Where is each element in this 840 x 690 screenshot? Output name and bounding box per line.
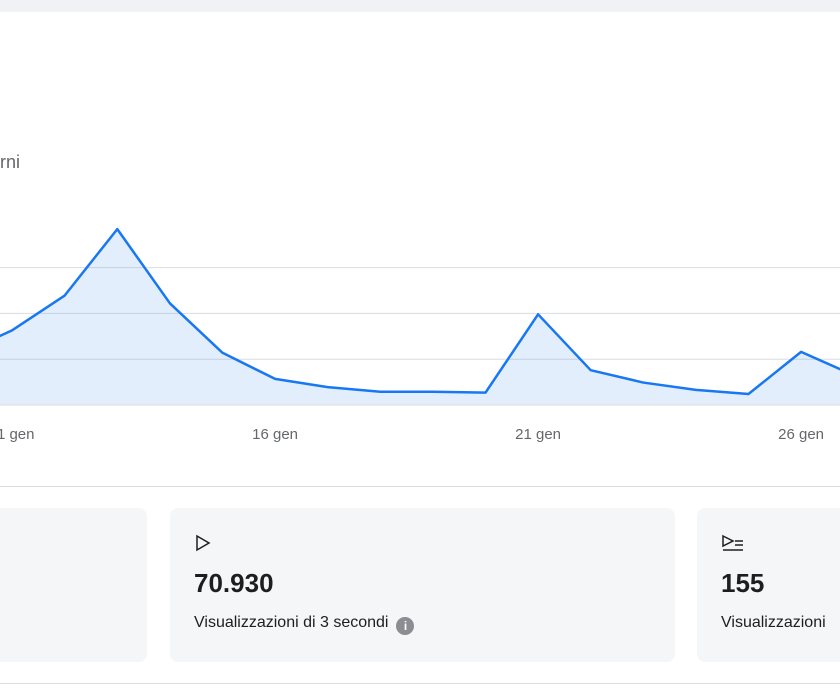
insights-panel: rni 11 gen 16 gen 21 gen 26 gen 70.930 Visu… xyxy=(0,12,840,690)
chart: rni 11 gen 16 gen 21 gen 26 gen xyxy=(0,152,840,443)
plot xyxy=(0,227,840,405)
divider xyxy=(0,486,840,487)
area-line xyxy=(0,227,840,396)
play-list-icon xyxy=(722,534,743,551)
area-fill xyxy=(0,229,840,405)
metric-card: 70.930 Visualizzazioni di 3 secondi i xyxy=(170,508,675,662)
metric-label: Visualizzazioni xyxy=(721,614,826,631)
play-icon xyxy=(196,534,211,552)
x-tick-label: 11 gen xyxy=(0,426,34,443)
metric-value: 155 xyxy=(721,568,765,598)
metric-card xyxy=(0,508,147,662)
metric-card: 155 Visualizzazioni xyxy=(697,508,840,662)
divider xyxy=(0,683,840,684)
metric-value: 70.930 xyxy=(194,568,274,598)
chart-subtitle: rni xyxy=(0,152,20,172)
info-icon[interactable]: i xyxy=(396,617,415,635)
metric-label-text: Visualizzazioni di 3 secondi xyxy=(194,614,389,631)
x-tick-label: 26 gen xyxy=(778,426,824,443)
x-tick-label: 16 gen xyxy=(252,426,298,443)
metric-label: Visualizzazioni di 3 secondi i xyxy=(194,614,415,635)
x-tick-label: 21 gen xyxy=(515,426,561,443)
